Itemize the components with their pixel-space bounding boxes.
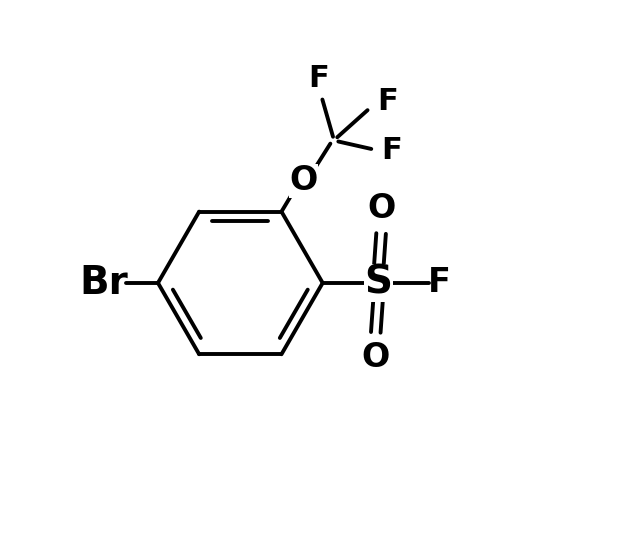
Text: F: F	[428, 266, 451, 300]
Text: F: F	[308, 64, 328, 93]
Text: O: O	[367, 192, 396, 225]
Text: O: O	[362, 341, 390, 374]
Text: O: O	[290, 164, 318, 198]
Text: F: F	[378, 87, 398, 116]
Text: S: S	[364, 264, 392, 302]
Text: F: F	[381, 136, 402, 164]
Text: Br: Br	[79, 264, 128, 302]
